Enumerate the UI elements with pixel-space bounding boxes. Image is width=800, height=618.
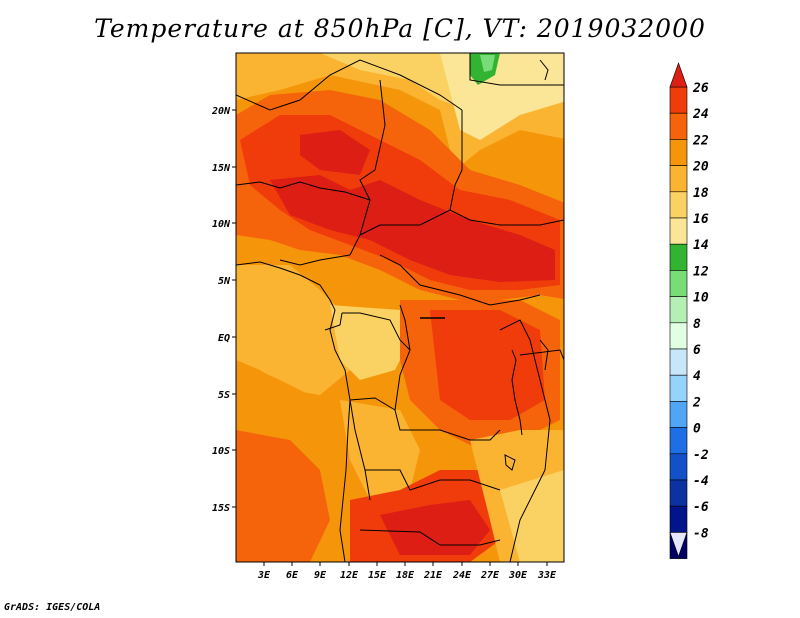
latitude-ticks [232,109,236,508]
lat-label: 10N [212,219,231,230]
colorbar-segment [669,243,688,271]
lon-label: 30E [508,570,528,581]
colorbar-segment [669,139,688,166]
colorbar-label: 6 [693,343,701,358]
colorbar-segment [669,401,688,428]
lat-label: 5S [218,390,230,401]
colorbar-segment [669,348,688,376]
lat-label: 15S [212,503,230,514]
longitude-ticks [263,562,548,566]
colorbar-label: -2 [693,448,709,463]
colorbar-label: 4 [693,369,701,384]
colorbar-segment [669,86,688,114]
lon-label: 21E [423,570,443,581]
grads-credit: GrADS: IGES/COLA [4,602,101,613]
colorbar-label: 0 [693,422,701,437]
colorbar-label: 12 [693,264,709,279]
lat-label: EQ [218,333,230,344]
colorbar-under-triangle [669,532,688,558]
colorbar-segment [669,165,688,193]
country-borders [236,53,564,562]
lat-label: 20N [211,106,231,117]
lon-label: 18E [396,570,415,581]
colorbar-segment [669,191,688,219]
colorbar-over-triangle [669,62,688,88]
map-frame [235,52,565,563]
colorbar-label: 16 [693,212,709,227]
colorbar-label: -4 [693,474,709,489]
temperature-field [236,53,564,562]
colorbar-segment [669,112,688,140]
lon-label: 6E [286,570,299,581]
colorbar-label: 10 [693,291,709,306]
colorbar-label: -8 [693,526,709,541]
lon-label: 15E [368,570,387,581]
colorbar-label: 14 [693,238,709,253]
colorbar-segment [669,453,688,481]
colorbar-segment [669,270,688,297]
lon-label: 24E [452,570,472,581]
lon-label: 12E [340,570,359,581]
colorbar-label: -6 [693,500,709,515]
colorbar-label: 24 [692,107,709,122]
coastlines [236,59,549,562]
colorbar-segment [669,479,688,507]
colorbar-label: 20 [692,160,709,175]
lat-label: 5N [218,276,231,287]
colorbar-label: 8 [693,317,701,332]
lon-label: 3E [257,570,271,581]
lat-label: 10S [212,446,230,457]
latitude-labels: 20N 15N 10N 5N EQ 5S 10S 15S [211,106,231,514]
longitude-labels: 3E 6E 9E 12E 15E 18E 21E 24E 27E 30E 33E [257,570,557,581]
colorbar-segment [669,505,688,533]
colorbar-label: 26 [692,81,709,96]
lon-label: 9E [314,570,327,581]
lon-label: 27E [480,570,500,581]
colorbar-label: 2 [692,395,701,410]
colorbar-segment [669,217,688,245]
colorbar-segment [669,427,688,455]
map-title: Temperature at 850hPa [C], VT: 201903200… [94,14,706,43]
colorbar-label: 22 [692,133,709,148]
colorbar-segment [669,296,688,324]
colorbar-label: 18 [693,186,709,201]
colorbar-segment [669,374,688,402]
lon-label: 33E [537,570,557,581]
lat-label: 15N [212,163,231,174]
colorbar-segment [669,322,688,350]
